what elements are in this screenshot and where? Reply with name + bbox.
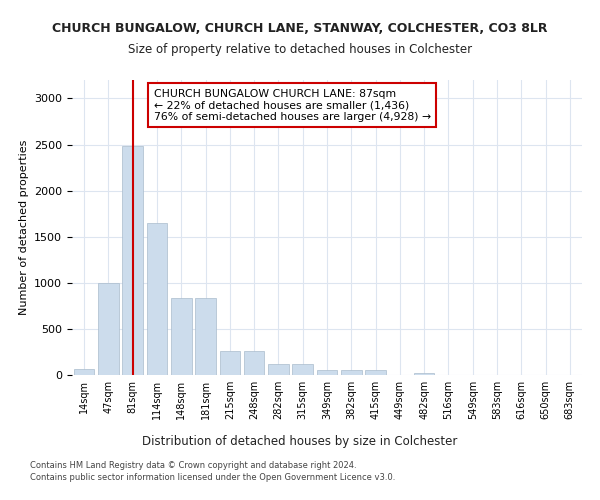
Bar (292, 364, 313, 375)
Bar (341, 370, 362, 375)
Text: Contains HM Land Registry data © Crown copyright and database right 2024.: Contains HM Land Registry data © Crown c… (30, 460, 356, 469)
Text: Size of property relative to detached houses in Colchester: Size of property relative to detached ho… (128, 42, 472, 56)
Bar (195, 298, 216, 375)
Bar (220, 351, 240, 375)
Text: CHURCH BUNGALOW CHURCH LANE: 87sqm
← 22% of detached houses are smaller (1,436)
: CHURCH BUNGALOW CHURCH LANE: 87sqm ← 22%… (154, 89, 431, 122)
Bar (146, 223, 167, 375)
Bar (414, 373, 434, 375)
Bar (268, 364, 289, 375)
Bar (317, 370, 337, 375)
Text: CHURCH BUNGALOW, CHURCH LANE, STANWAY, COLCHESTER, CO3 8LR: CHURCH BUNGALOW, CHURCH LANE, STANWAY, C… (52, 22, 548, 36)
Bar (171, 298, 191, 375)
Bar (365, 370, 386, 375)
Text: Contains public sector information licensed under the Open Government Licence v3: Contains public sector information licen… (30, 473, 395, 482)
Text: Distribution of detached houses by size in Colchester: Distribution of detached houses by size … (142, 435, 458, 448)
Bar (244, 351, 265, 375)
Bar (74, 370, 94, 375)
Bar (98, 283, 119, 375)
Y-axis label: Number of detached properties: Number of detached properties (19, 140, 29, 315)
Bar (122, 146, 143, 375)
